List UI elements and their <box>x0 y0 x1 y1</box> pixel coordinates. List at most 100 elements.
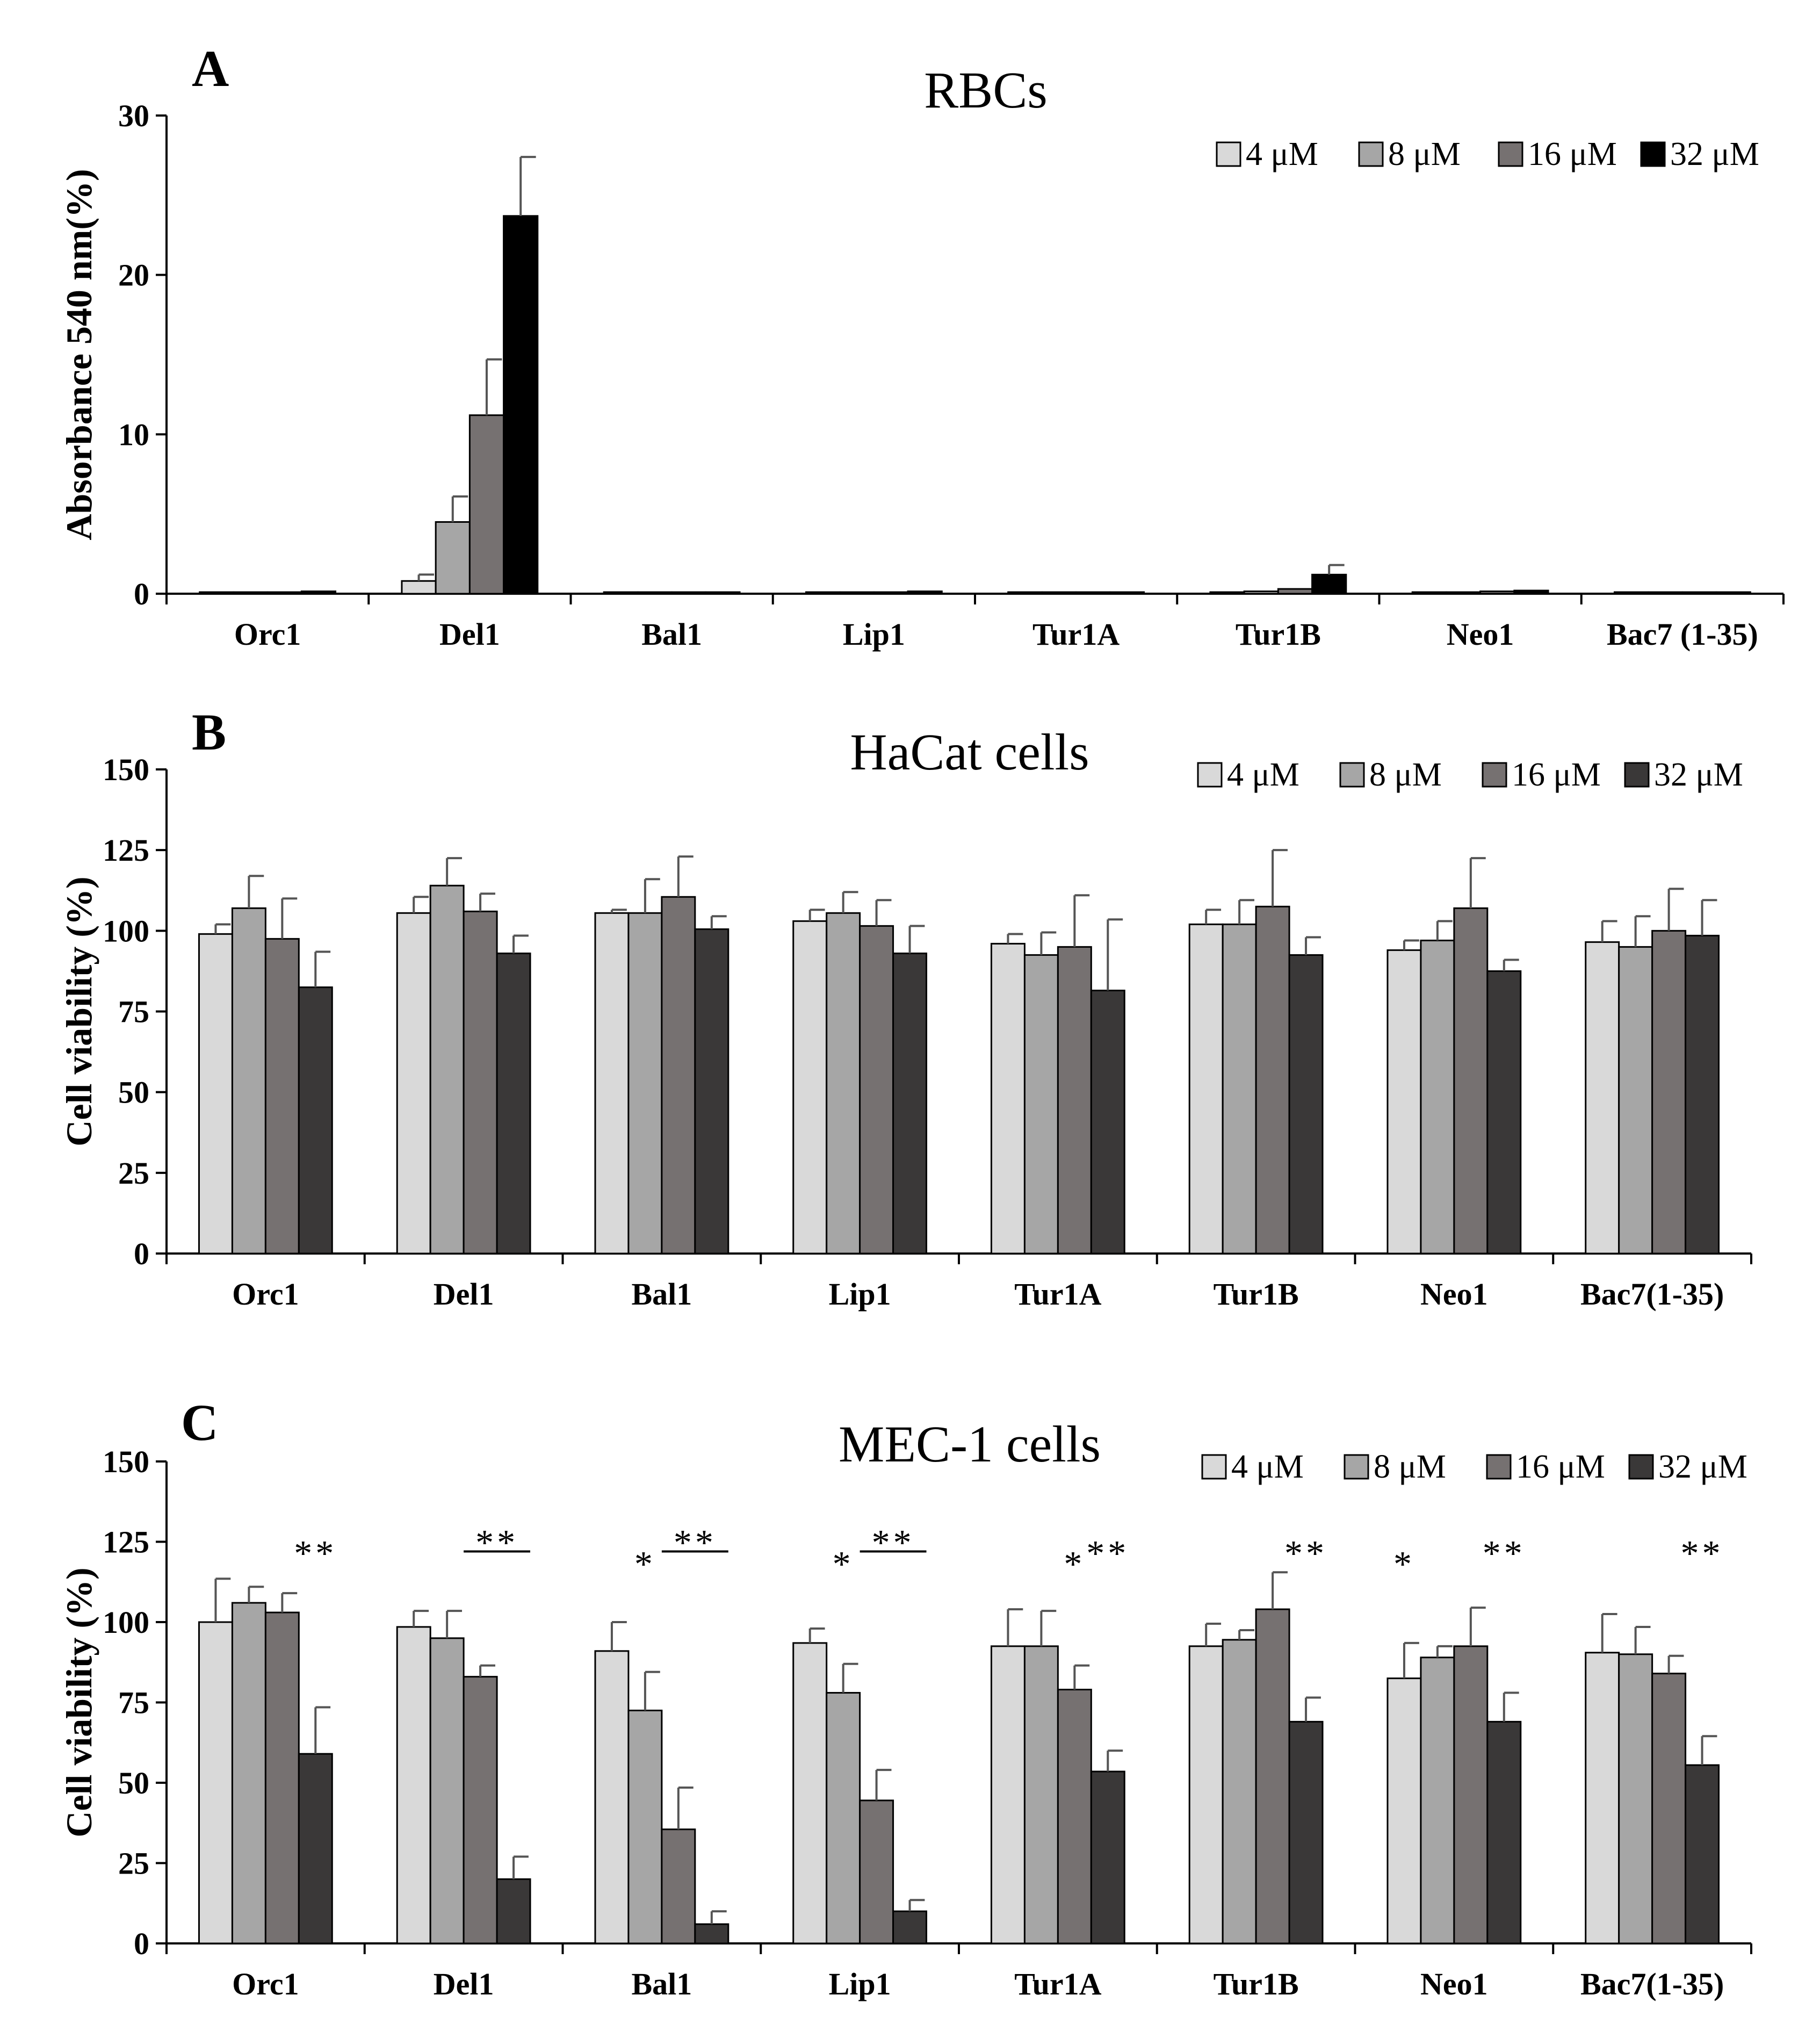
bar-8μM-Bal1 <box>637 591 673 595</box>
bar-8μM-Tur1B <box>1222 1639 1257 1944</box>
bar-32μM-Del1 <box>496 1878 531 1944</box>
x-tick-label: Bal1 <box>641 617 702 652</box>
bar-32μM-Bal1 <box>694 1923 730 1944</box>
y-axis-label: Cell viability (%) <box>59 876 99 1146</box>
significance-mark: ** <box>674 1522 717 1562</box>
bar-8μM-Del1 <box>429 884 465 1255</box>
x-tick-label: Lip1 <box>829 1277 891 1312</box>
y-tick-label: 75 <box>118 995 149 1029</box>
bar-8μM-Neo1 <box>1420 1656 1455 1944</box>
bar-8μM-Del1 <box>429 1637 465 1944</box>
bar-4μM-Tur1B <box>1188 1645 1224 1944</box>
bar-16μM-Neo1 <box>1453 1645 1489 1944</box>
bar-16μM-Tur1B <box>1277 588 1313 595</box>
y-tick-label: 20 <box>118 258 149 293</box>
bar-16μM-Orc1 <box>264 938 300 1255</box>
bar-32μM-Neo1 <box>1486 970 1522 1255</box>
bar-8μM-Tur1A <box>1023 954 1059 1255</box>
y-tick-label: 75 <box>118 1686 149 1720</box>
bar-16μM-Bal1 <box>671 591 707 595</box>
bar-4μM-Orc1 <box>198 1621 233 1944</box>
bar-8μM-Lip1 <box>826 1692 861 1944</box>
bar-4μM-Orc1 <box>199 591 235 595</box>
y-tick-label: 100 <box>103 1605 149 1640</box>
significance-mark: * <box>833 1543 854 1584</box>
y-tick-label: 0 <box>134 1236 149 1271</box>
bar-4μM-Tur1A <box>990 1645 1025 1944</box>
legend-swatch <box>1482 762 1507 788</box>
y-tick-label: 10 <box>118 417 149 452</box>
bar-32μM-Del1 <box>503 215 539 595</box>
legend-label: 4 μM <box>1227 757 1299 793</box>
x-tick-label: Del1 <box>434 1967 494 2001</box>
bar-16μM-Lip1 <box>873 591 909 595</box>
x-tick-label: Bac7 (1-35) <box>1607 617 1758 652</box>
bar-4μM-Del1 <box>401 580 437 595</box>
significance-mark: ** <box>294 1532 337 1573</box>
bar-8μM-Orc1 <box>233 591 269 595</box>
bar-16μM-Del1 <box>463 910 498 1255</box>
x-tick-label: Del1 <box>439 617 500 652</box>
legend-swatch <box>1640 141 1666 167</box>
bar-32μM-Tur1A <box>1090 1770 1125 1944</box>
bar-32μM-Neo1 <box>1486 1720 1522 1944</box>
y-tick-label: 150 <box>103 1444 149 1479</box>
x-tick-label: Bac7(1-35) <box>1580 1277 1724 1312</box>
bar-8μM-Bac7135 <box>1618 946 1653 1255</box>
bar-16μM-Del1 <box>468 414 505 595</box>
x-tick-label: Tur1B <box>1214 1967 1299 2001</box>
legend-label: 8 μM <box>1388 136 1461 172</box>
bar-16μM-Neo1 <box>1453 907 1489 1255</box>
y-tick-label: 125 <box>103 833 149 868</box>
x-tick-label: Tur1B <box>1214 1277 1299 1312</box>
x-tick-label: Del1 <box>434 1277 494 1312</box>
legend-label: 16 μM <box>1528 136 1617 172</box>
bar-16μM-Bal1 <box>661 896 696 1255</box>
bar-8μM-Lip1 <box>839 591 875 595</box>
bar-32μM-Tur1B <box>1288 1720 1324 1944</box>
legend-label: 32 μM <box>1654 757 1743 793</box>
x-tick-label: Neo1 <box>1447 617 1514 652</box>
bar-4μM-Neo1 <box>1386 1677 1422 1944</box>
bar-16μM-Tur1B <box>1255 1608 1290 1944</box>
bar-32μM-Tur1A <box>1109 591 1145 595</box>
x-tick-label: Bal1 <box>631 1967 692 2001</box>
bar-8μM-Lip1 <box>826 912 861 1255</box>
y-tick-label: 150 <box>103 752 149 787</box>
bar-4μM-Tur1B <box>1188 923 1224 1255</box>
y-tick-label: 100 <box>103 913 149 948</box>
bar-8μM-Bac7135 <box>1648 591 1684 595</box>
bar-32μM-Lip1 <box>892 952 928 1255</box>
bar-4μM-Lip1 <box>805 591 841 595</box>
bar-16μM-Orc1 <box>264 1611 300 1944</box>
legend-swatch <box>1624 762 1650 788</box>
legend-swatch <box>1344 1454 1369 1480</box>
bar-8μM-Bac7135 <box>1618 1653 1653 1944</box>
legend-swatch <box>1197 762 1223 788</box>
bar-32μM-Orc1 <box>300 590 337 595</box>
x-tick-label: Tur1A <box>1032 617 1120 652</box>
bar-16μM-Del1 <box>463 1676 498 1944</box>
x-tick-label: Orc1 <box>234 617 301 652</box>
bar-4μM-Tur1A <box>1007 591 1043 595</box>
bar-4μM-Tur1B <box>1209 591 1245 595</box>
bar-32μM-Bac7135 <box>1715 591 1751 595</box>
bar-4μM-Lip1 <box>792 1642 828 1944</box>
bar-16μM-Neo1 <box>1479 590 1515 595</box>
bar-16μM-Bac7135 <box>1681 591 1717 595</box>
bar-4μM-Bal1 <box>603 591 639 595</box>
bar-8μM-Orc1 <box>231 907 266 1255</box>
bar-8μM-Bal1 <box>627 1709 663 1944</box>
bar-16μM-Bac7135 <box>1651 1673 1687 1944</box>
chart-title: RBCs <box>924 61 1047 119</box>
y-axis-label: Cell viability (%) <box>59 1567 99 1837</box>
y-tick-label: 0 <box>134 1926 149 1961</box>
legend-label: 32 μM <box>1658 1449 1747 1485</box>
significance-mark: ** <box>1086 1532 1129 1573</box>
x-tick-label: Tur1A <box>1014 1967 1101 2001</box>
x-tick-label: Neo1 <box>1420 1967 1488 2001</box>
y-tick-label: 0 <box>134 577 149 611</box>
y-tick-label: 30 <box>118 98 149 133</box>
legend-label: 8 μM <box>1369 757 1442 793</box>
significance-mark: * <box>1064 1543 1085 1584</box>
